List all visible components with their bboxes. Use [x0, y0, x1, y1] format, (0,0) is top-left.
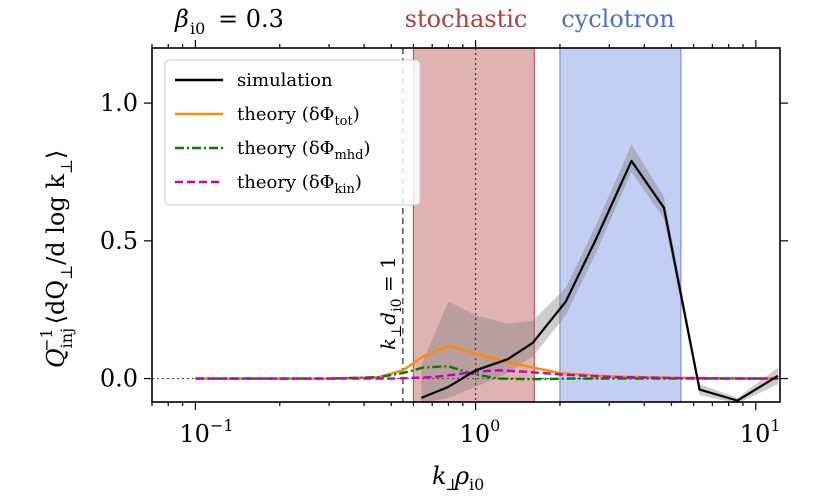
- vline-label-part-4: = 1: [376, 256, 400, 298]
- series-kin: [195, 369, 778, 380]
- x-tick-base: 10: [179, 420, 210, 448]
- vline-label-part-0: k: [376, 338, 400, 350]
- legend-label-simulation: simulation: [237, 70, 333, 91]
- svg-text:i0: i0: [190, 19, 205, 38]
- x-axis-label: k ⊥ ρ i0: [432, 462, 484, 494]
- legend-text-sub: mhd: [334, 148, 363, 163]
- svg-text:ρ: ρ: [454, 462, 469, 490]
- x-tick-label: 101: [740, 416, 781, 448]
- x-tick-exp: −1: [210, 416, 234, 435]
- beta-label: β i0 = 0.3: [174, 5, 284, 38]
- y-tick-label: 0.5: [100, 227, 138, 255]
- x-tick-base: 10: [460, 420, 491, 448]
- vline-label-part-1: ⊥: [389, 325, 405, 338]
- svg-text:Qinj−1⟨dQ⊥/d log k⊥⟩: Qinj−1⟨dQ⊥/d log k⊥⟩: [37, 150, 76, 368]
- reference-lines: k⊥di0 = 1: [152, 48, 780, 402]
- x-tick-exp: 1: [770, 416, 780, 435]
- legend-text-close: ): [353, 104, 360, 125]
- legend-text-sub: tot: [334, 114, 353, 129]
- series-simulation: [420, 159, 779, 402]
- svg-text:β: β: [174, 5, 189, 33]
- band-label-cyclotron: cyclotron: [561, 5, 675, 33]
- legend-text-main: theory (δΦ: [237, 138, 334, 159]
- legend-box: [164, 59, 421, 206]
- svg-text:i0: i0: [469, 475, 484, 494]
- legend-label-kin: theory (δΦkin): [237, 172, 362, 197]
- data-series: [195, 159, 779, 402]
- vline-label-part-2: d: [376, 312, 400, 325]
- legend-label-mhd: theory (δΦmhd): [237, 138, 371, 163]
- y-tick-label: 0.0: [100, 365, 138, 393]
- legend-text-main: simulation: [237, 70, 333, 91]
- x-tick-label: 10−1: [179, 416, 233, 448]
- svg-text:⊥: ⊥: [445, 475, 460, 494]
- x-tick-base: 10: [740, 420, 771, 448]
- legend-text-sub: kin: [334, 182, 355, 197]
- series-mhd: [195, 364, 778, 381]
- legend-label-tot: theory (δΦtot): [237, 104, 360, 129]
- x-tick-label: 100: [460, 416, 501, 448]
- legend-text-close: ): [355, 172, 362, 193]
- y-axis-label: Qinj−1⟨dQ⊥/d log k⊥⟩: [37, 150, 76, 368]
- band-label-stochastic: stochastic: [405, 5, 528, 33]
- band-stochastic: [412, 47, 535, 403]
- vline-label-part-3: i0: [389, 299, 405, 312]
- svg-text:= 0.3: = 0.3: [218, 5, 284, 33]
- vline-label: k⊥di0 = 1: [376, 256, 405, 350]
- y-tick-label: 1.0: [100, 89, 138, 117]
- band-cyclotron: [559, 47, 682, 403]
- x-tick-exp: 0: [490, 416, 500, 435]
- plot-frame: [151, 47, 781, 403]
- legend-text-main: theory (δΦ: [237, 172, 334, 193]
- svg-text:k: k: [432, 462, 447, 490]
- legend-text-main: theory (δΦ: [237, 104, 334, 125]
- legend-text-close: ): [363, 138, 370, 159]
- shaded-bands: [412, 47, 682, 403]
